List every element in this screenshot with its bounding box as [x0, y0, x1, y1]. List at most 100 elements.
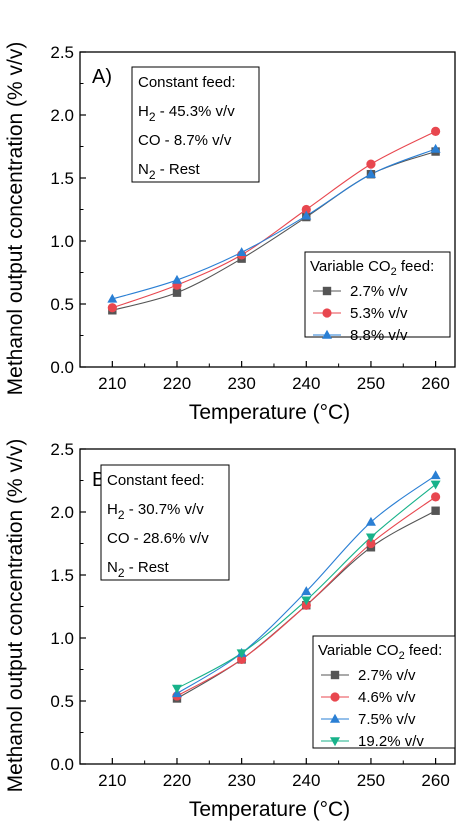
x-tick-label: 210: [98, 374, 126, 393]
y-tick-label: 1.0: [50, 232, 74, 251]
legend-frame: [312, 635, 456, 749]
feed-subscript: 2: [118, 508, 125, 522]
y-tick-label: 2.5: [50, 440, 74, 459]
y-axis-title: Methanol output concentration (% v/v): [4, 42, 27, 396]
panel-a: 210 220 230 240 250 260 0.0 0.5 1.0 1.5 2.0 2.5 Temp…: [4, 42, 456, 424]
x-axis-title: Temperature (°C): [189, 798, 350, 821]
data-point-s2-5: [430, 143, 441, 153]
x-tick-label: 210: [98, 771, 126, 790]
x-tick-label: 220: [163, 374, 191, 393]
x-tick-label: 240: [292, 374, 320, 393]
data-point-s1-4: [431, 492, 441, 502]
feed-species: CO: [107, 530, 130, 547]
data-point-s0-1: [172, 288, 182, 297]
feed-value: - 8.7% v/v: [161, 132, 232, 149]
feed-value: - 45.3% v/v: [156, 103, 236, 120]
panel-label: A): [92, 66, 112, 88]
feed-line: N2 - Rest: [138, 161, 201, 182]
feed-species: N: [138, 161, 149, 178]
legend-title: Variable CO2 feed:: [318, 642, 442, 662]
feed-value: - 28.6% v/v: [130, 530, 210, 547]
data-point-s2-0: [107, 293, 118, 303]
feed-subscript: 2: [149, 168, 156, 182]
legend-marker-2: [322, 329, 332, 339]
series-line-2: [112, 148, 436, 300]
legend: Variable CO2 feed: 2.7% v/v 4.6% v/v 7.5% v…: [312, 635, 456, 750]
legend-title-text: Variable CO: [318, 642, 399, 659]
series-line-1: [112, 130, 436, 309]
constant-feed-box: Constant feed:H2 - 30.7% v/vCO - 28.6% v…: [100, 464, 230, 581]
feed-line: CO - 8.7% v/v: [138, 132, 232, 149]
y-tick-label: 2.5: [50, 43, 74, 62]
legend-label-1: 4.6% v/v: [358, 689, 416, 706]
data-point-s3-1: [236, 649, 247, 659]
feed-line: CO - 28.6% v/v: [107, 530, 209, 547]
panel-b: 210 220 230 240 250 260 0.0 0.5 1.0 1.5 2.0 2.5 Temp…: [4, 439, 456, 821]
feed-line: N2 - Rest: [107, 559, 170, 580]
y-tick-label: 0.5: [50, 692, 74, 711]
legend-title-subscript: 2: [391, 266, 397, 278]
feed-species: H: [138, 103, 149, 120]
feed-box-title: Constant feed:: [138, 74, 236, 91]
feed-value: - 30.7% v/v: [125, 501, 205, 518]
data-point-s1-5: [431, 126, 441, 136]
feed-value: - Rest: [125, 559, 170, 576]
legend-marker-0: [330, 670, 340, 680]
x-tick-label: 250: [357, 374, 385, 393]
legend-marker-2: [330, 713, 340, 723]
y-tick-label: 2.0: [50, 503, 74, 522]
legend-label-2: 8.8% v/v: [350, 327, 408, 344]
x-tick-label: 260: [421, 771, 449, 790]
x-tick-label: 220: [163, 771, 191, 790]
legend-title-suffix: feed:: [405, 642, 443, 659]
legend-marker-0: [322, 286, 332, 296]
legend-title-suffix: feed:: [397, 258, 435, 275]
feed-line: H2 - 30.7% v/v: [107, 501, 204, 522]
data-point-s3-2: [301, 596, 312, 606]
legend-marker-1: [322, 308, 332, 318]
legend-label-0: 2.7% v/v: [358, 667, 416, 684]
data-point-s2-4: [430, 470, 441, 480]
y-tick-label: 1.5: [50, 169, 74, 188]
feed-species: H: [107, 501, 118, 518]
legend-title-subscript: 2: [399, 650, 405, 662]
legend-marker-3: [330, 737, 340, 747]
x-axis-title: Temperature (°C): [189, 401, 350, 424]
data-point-s3-4: [430, 480, 441, 490]
y-tick-label: 0.0: [50, 755, 74, 774]
legend-label-1: 5.3% v/v: [350, 305, 408, 322]
feed-box-frame: [131, 66, 260, 183]
data-point-s2-2: [301, 586, 312, 596]
legend-label-3: 19.2% v/v: [358, 733, 424, 750]
y-tick-label: 0.5: [50, 295, 74, 314]
data-point-s1-4: [366, 159, 376, 169]
x-tick-label: 230: [227, 771, 255, 790]
legend-marker-1: [330, 692, 340, 702]
legend-title-text: Variable CO: [310, 258, 391, 275]
y-axis-title: Methanol output concentration (% v/v): [4, 439, 27, 793]
data-point-s3-0: [171, 684, 182, 694]
feed-box-title: Constant feed:: [107, 472, 205, 489]
feed-box-frame: [100, 464, 230, 581]
feed-value: - Rest: [156, 161, 201, 178]
data-point-s0-4: [431, 506, 440, 515]
data-point-s2-4: [365, 169, 376, 178]
y-tick-label: 2.0: [50, 106, 74, 125]
data-point-s2-2: [236, 247, 247, 257]
feed-species: CO: [138, 132, 161, 149]
data-point-s2-3: [365, 516, 376, 526]
constant-feed-box: Constant feed: H 2 - 45.3% v/v CO - 8.7% v/…: [131, 66, 260, 183]
legend: Variable CO2 feed: 2.7% v/v 5.3% v/v 8.8% v…: [304, 251, 451, 344]
data-point-s1-3: [301, 204, 311, 215]
x-tick-label: 240: [292, 771, 320, 790]
x-tick-label: 250: [357, 771, 385, 790]
data-point-s1-1: [237, 654, 247, 665]
x-tick-label: 230: [227, 374, 255, 393]
feed-subscript: 2: [118, 566, 125, 580]
feed-species: N: [107, 559, 118, 576]
data-point-s2-3: [301, 210, 312, 220]
data-point-s1-0: [107, 303, 117, 313]
legend-title: Variable CO2 feed:: [310, 258, 434, 278]
data-point-s2-1: [171, 274, 182, 284]
